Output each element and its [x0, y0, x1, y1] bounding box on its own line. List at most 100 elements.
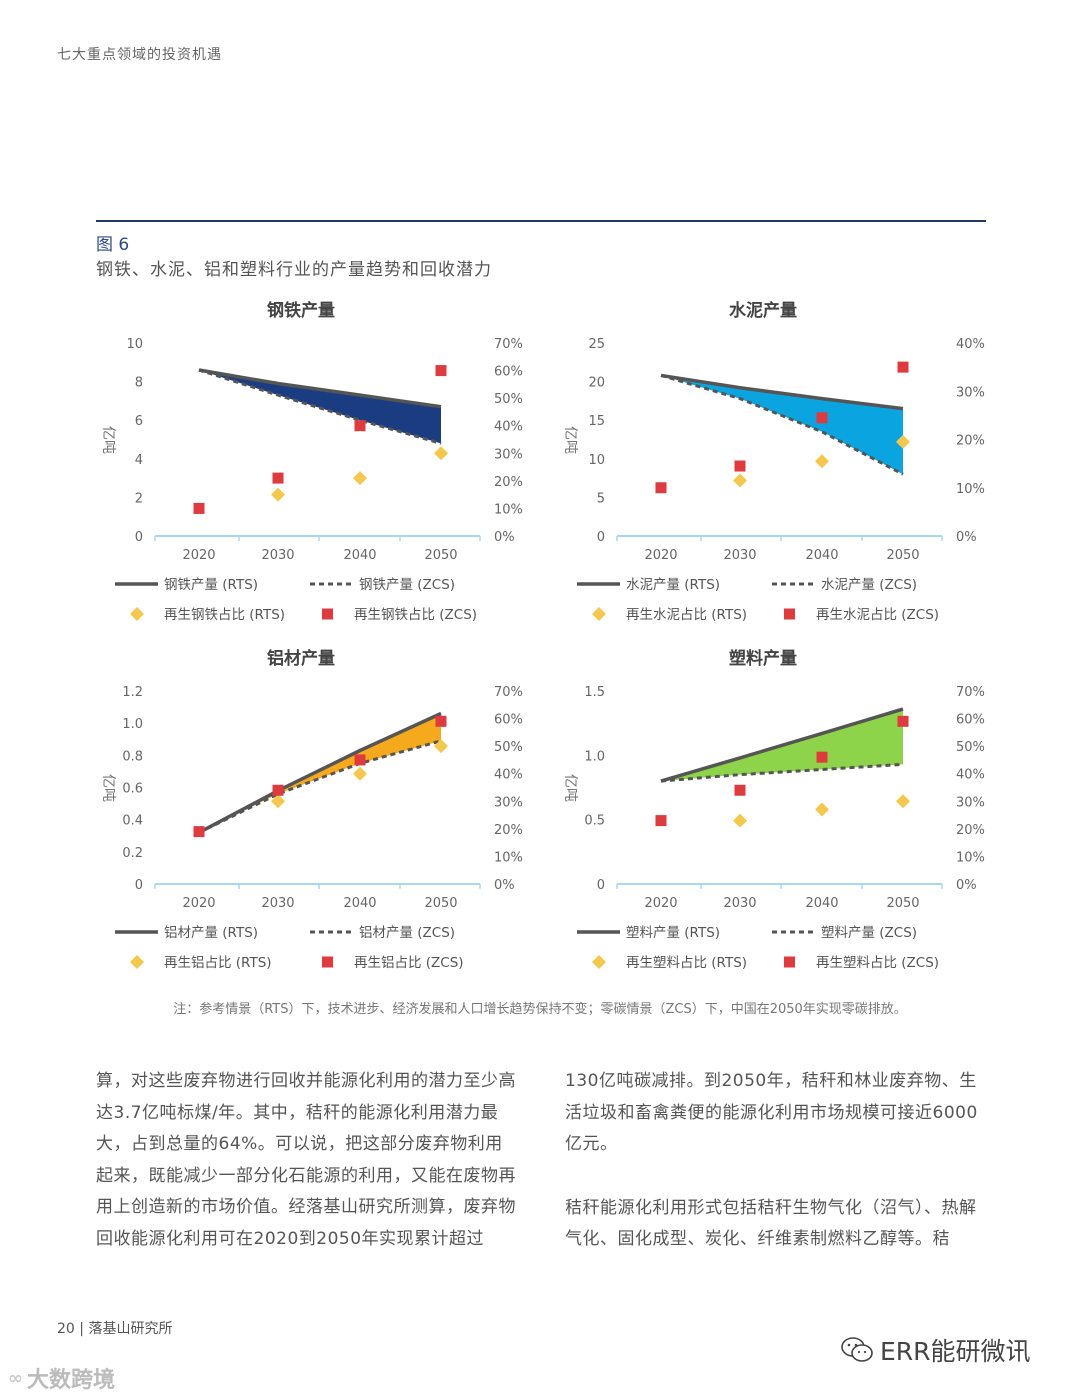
- square-marker: [816, 751, 828, 763]
- legend-label: 钢铁产量 (RTS): [164, 577, 258, 593]
- y-tick-label: 0: [597, 878, 605, 893]
- chart-title: 塑料产量: [729, 648, 797, 669]
- y2-tick-label: 30%: [956, 385, 985, 400]
- y2-tick-label: 10%: [956, 482, 985, 497]
- y-axis-label: 亿吨: [100, 774, 116, 802]
- diamond-marker: [896, 794, 910, 809]
- diamond-marker: [353, 766, 367, 781]
- y2-tick-label: 60%: [494, 713, 523, 728]
- y-tick-label: 1.0: [584, 749, 605, 764]
- series-line-zcs: [198, 739, 442, 834]
- legend-swatch-diamond: [130, 607, 144, 621]
- square-marker: [734, 784, 746, 796]
- legend-label: 再生塑料占比 (ZCS): [816, 955, 939, 971]
- diamond-marker: [271, 794, 285, 809]
- legend-label: 铝材产量 (RTS): [164, 925, 258, 941]
- series-line-zcs: [660, 762, 904, 783]
- x-tick-label: 2040: [805, 896, 838, 911]
- y-tick-label: 15: [588, 414, 605, 429]
- y-axis-label: 亿吨: [562, 426, 578, 454]
- y-tick-label: 1.2: [122, 685, 143, 700]
- square-marker: [655, 482, 667, 494]
- x-tick-label: 2050: [424, 896, 457, 911]
- y2-tick-label: 30%: [494, 447, 523, 462]
- series-line-rts: [660, 707, 904, 783]
- y2-tick-label: 10%: [494, 502, 523, 517]
- wechat-icon: [841, 1337, 873, 1362]
- y2-tick-label: 10%: [956, 850, 985, 865]
- y-tick-label: 20: [588, 376, 605, 391]
- y-tick-label: 1.5: [584, 685, 605, 700]
- legend-swatch-square: [322, 608, 333, 620]
- legend-label: 塑料产量 (ZCS): [821, 925, 917, 941]
- figure-note: 注：参考情景（RTS）下，技术进步、经济发展和人口增长趋势保持不变；零碳情景（Z…: [173, 1002, 907, 1017]
- diamond-marker: [434, 446, 448, 461]
- y2-tick-label: 0%: [494, 530, 515, 545]
- x-tick-label: 2020: [644, 896, 677, 911]
- y2-tick-label: 30%: [494, 795, 523, 810]
- y-tick-label: 0.4: [122, 814, 143, 829]
- series-line-zcs: [198, 368, 442, 445]
- legend-label: 再生水泥占比 (RTS): [626, 607, 747, 623]
- square-marker: [272, 784, 284, 796]
- x-tick-label: 2030: [723, 548, 756, 563]
- y2-tick-label: 70%: [494, 337, 523, 352]
- y-axis-label: 亿吨: [100, 426, 116, 454]
- legend-swatch-diamond: [592, 607, 606, 621]
- square-marker: [655, 815, 667, 827]
- y2-tick-label: 0%: [956, 878, 977, 893]
- x-tick-label: 2030: [261, 896, 294, 911]
- legend-swatch-square: [322, 956, 333, 968]
- y2-tick-label: 70%: [494, 685, 523, 700]
- y2-tick-label: 0%: [956, 530, 977, 545]
- y2-tick-label: 40%: [956, 768, 985, 783]
- square-marker: [193, 502, 205, 514]
- y-tick-label: 0.2: [122, 846, 143, 861]
- x-tick-label: 2030: [261, 548, 294, 563]
- diamond-marker: [733, 473, 747, 488]
- page-number: 20: [57, 1321, 75, 1337]
- body-paragraph: 130亿吨碳减排。到2050年，秸秆和林业废弃物、生活垃圾和畜禽粪便的能源化利用…: [565, 1071, 978, 1155]
- diamond-marker: [733, 813, 747, 828]
- y-tick-label: 0.8: [122, 749, 143, 764]
- watermark: ∞ 大数跨境: [8, 1362, 115, 1394]
- legend-swatch-square: [784, 608, 795, 620]
- square-marker: [816, 412, 828, 424]
- figure-label: 图 6: [96, 235, 130, 255]
- y-tick-label: 10: [588, 453, 605, 468]
- body-column-right: 130亿吨碳减排。到2050年，秸秆和林业废弃物、生活垃圾和畜禽粪便的能源化利用…: [565, 1066, 985, 1288]
- chart-title: 钢铁产量: [267, 300, 335, 321]
- y-tick-label: 5: [597, 491, 605, 506]
- y-axis-label: 亿吨: [562, 774, 578, 802]
- x-tick-label: 2040: [343, 896, 376, 911]
- watermark-text: 大数跨境: [27, 1368, 116, 1393]
- square-marker: [897, 361, 909, 373]
- legend-swatch-diamond: [130, 955, 144, 969]
- y2-tick-label: 50%: [494, 392, 523, 407]
- area-fill: [661, 709, 903, 782]
- body-column-left: 算，对这些废弃物进行回收并能源化利用的潜力至少高达3.7亿吨标煤/年。其中，秸秆…: [96, 1066, 516, 1288]
- y2-tick-label: 20%: [494, 475, 523, 490]
- series-line-rts: [198, 368, 442, 409]
- x-tick-label: 2030: [723, 896, 756, 911]
- diamond-marker: [353, 471, 367, 486]
- y-tick-label: 1.0: [122, 717, 143, 732]
- y-tick-label: 0: [597, 530, 605, 545]
- legend-label: 塑料产量 (RTS): [626, 925, 720, 941]
- diamond-marker: [815, 802, 829, 817]
- square-marker: [734, 460, 746, 472]
- square-marker: [897, 715, 909, 727]
- page-footer: 20 | 落基山研究所: [57, 1318, 172, 1338]
- y-tick-label: 0.5: [584, 814, 605, 829]
- y-tick-label: 10: [126, 337, 143, 352]
- y2-tick-label: 40%: [494, 768, 523, 783]
- y-tick-label: 6: [135, 414, 143, 429]
- body-paragraph: 秸秆能源化利用形式包括秸秆生物气化（沼气）、热解气化、固化成型、炭化、纤维素制燃…: [565, 1197, 977, 1250]
- legend-label: 再生钢铁占比 (ZCS): [354, 607, 477, 623]
- y2-tick-label: 20%: [956, 823, 985, 838]
- y-tick-label: 8: [135, 376, 143, 391]
- legend-label: 再生铝占比 (ZCS): [354, 955, 464, 971]
- y2-tick-label: 50%: [956, 740, 985, 755]
- y2-tick-label: 20%: [494, 823, 523, 838]
